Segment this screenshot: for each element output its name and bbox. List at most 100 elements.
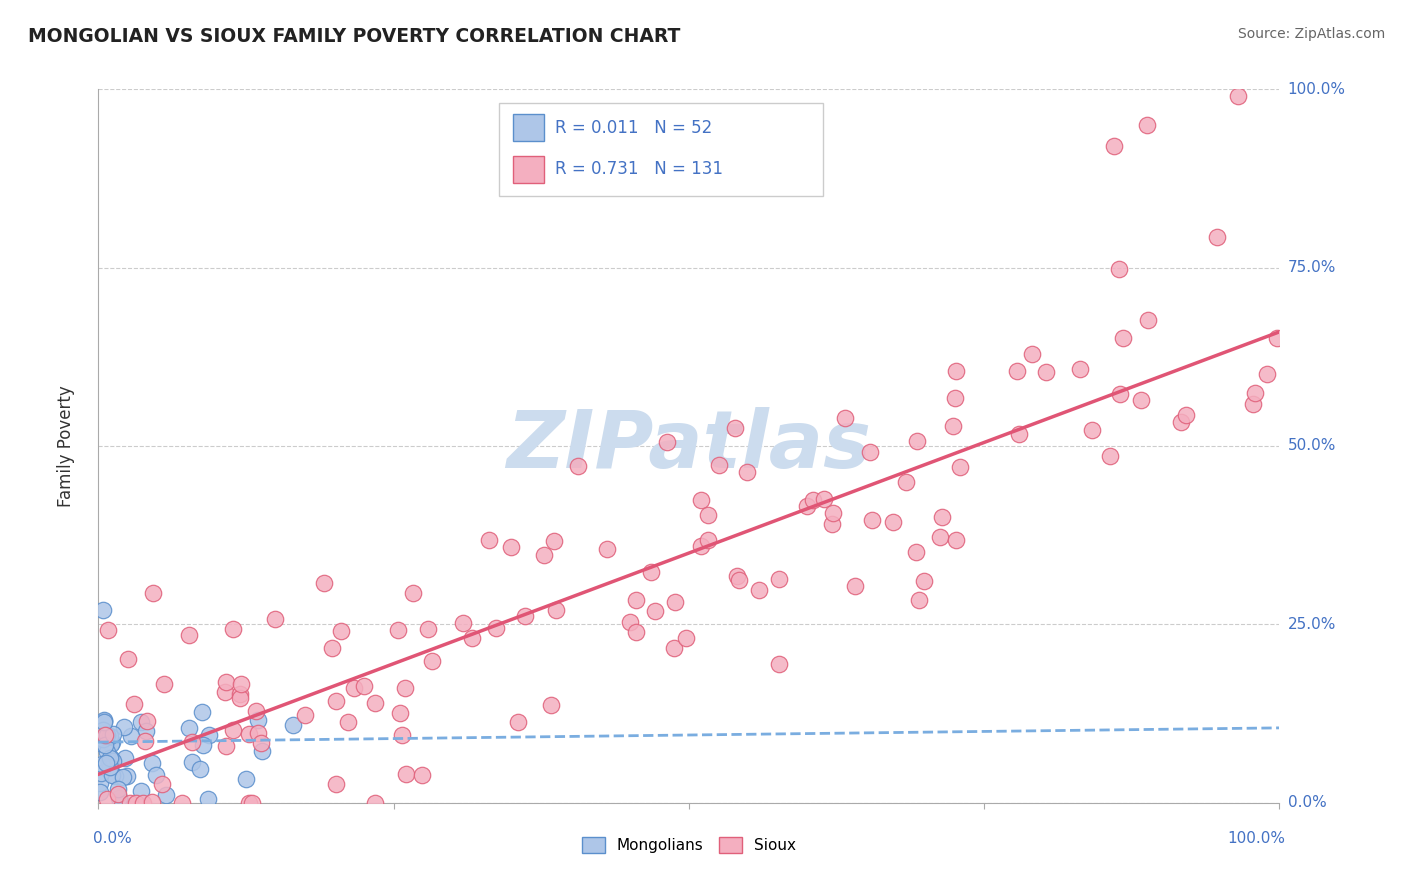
Y-axis label: Family Poverty: Family Poverty <box>56 385 75 507</box>
Point <box>91 723 114 738</box>
Point <box>801 493 824 508</box>
Point <box>728 573 751 587</box>
Point <box>1170 415 1192 429</box>
Point <box>337 714 360 729</box>
Point <box>134 734 156 748</box>
Text: 100.0%: 100.0% <box>1227 831 1285 847</box>
Text: R = 0.731   N = 131: R = 0.731 N = 131 <box>555 161 723 178</box>
Point <box>451 615 474 630</box>
Point <box>813 491 835 506</box>
Point <box>343 681 366 696</box>
Point <box>945 363 967 377</box>
Point <box>420 654 443 668</box>
Point <box>1112 330 1135 344</box>
Point <box>129 714 152 729</box>
Point <box>91 732 114 747</box>
Point <box>89 775 111 789</box>
Point <box>172 796 194 810</box>
Point <box>1008 427 1031 442</box>
Point <box>723 421 745 435</box>
Point <box>103 727 125 741</box>
Point <box>93 715 115 730</box>
Point <box>945 533 967 548</box>
Point <box>894 475 917 489</box>
Point <box>727 568 749 582</box>
Point <box>1227 89 1250 103</box>
Point <box>325 777 347 791</box>
Text: 100.0%: 100.0% <box>1288 82 1346 96</box>
Point <box>696 508 718 522</box>
Point <box>98 756 121 770</box>
Point <box>1108 261 1130 276</box>
Point <box>96 728 118 742</box>
Point <box>96 745 118 759</box>
Point <box>153 677 176 691</box>
Point <box>329 624 352 638</box>
Point <box>90 766 112 780</box>
Point <box>908 593 931 607</box>
Text: 0.0%: 0.0% <box>1288 796 1326 810</box>
Point <box>264 612 287 626</box>
Point <box>533 548 555 562</box>
Point <box>675 631 697 645</box>
Point <box>141 796 163 810</box>
Point <box>191 705 214 719</box>
Point <box>314 575 336 590</box>
Point <box>117 769 139 783</box>
Point <box>98 760 121 774</box>
Point <box>89 736 111 750</box>
Point <box>145 768 167 782</box>
Point <box>796 500 818 514</box>
Point <box>1241 397 1264 411</box>
Text: 50.0%: 50.0% <box>1288 439 1336 453</box>
Point <box>93 714 115 728</box>
Point <box>142 586 165 600</box>
Point <box>214 685 236 699</box>
Point <box>125 796 148 810</box>
Point <box>664 595 686 609</box>
Point <box>1244 385 1267 400</box>
Point <box>543 533 565 548</box>
Point <box>141 756 163 771</box>
Point <box>222 622 245 636</box>
Point <box>395 767 418 781</box>
Point <box>540 698 562 712</box>
Point <box>235 772 257 786</box>
Point <box>238 796 260 810</box>
Point <box>1256 367 1278 381</box>
Point <box>93 713 115 727</box>
Point <box>515 609 537 624</box>
Text: 75.0%: 75.0% <box>1288 260 1336 275</box>
Point <box>101 735 124 749</box>
Point <box>655 434 678 449</box>
Point <box>640 565 662 579</box>
Point <box>389 706 412 721</box>
Point <box>844 579 866 593</box>
Point <box>181 755 204 769</box>
Point <box>96 756 118 771</box>
Point <box>96 791 118 805</box>
Point <box>135 723 157 738</box>
Point <box>1005 363 1028 377</box>
Point <box>152 777 174 791</box>
Text: R = 0.011   N = 52: R = 0.011 N = 52 <box>555 119 713 136</box>
Point <box>823 506 845 520</box>
Point <box>188 762 211 776</box>
Point <box>882 515 904 529</box>
Point <box>250 736 273 750</box>
Point <box>214 739 236 753</box>
Point <box>240 796 263 810</box>
Point <box>155 788 177 802</box>
Text: Source: ZipAtlas.com: Source: ZipAtlas.com <box>1237 27 1385 41</box>
Point <box>387 623 409 637</box>
Point <box>664 641 686 656</box>
Point <box>461 631 484 645</box>
Point <box>101 754 124 768</box>
Point <box>214 675 236 690</box>
Point <box>100 737 122 751</box>
Point <box>94 728 117 742</box>
Point <box>245 704 267 718</box>
Point <box>1109 387 1132 401</box>
Point <box>107 781 129 796</box>
Point <box>111 770 134 784</box>
